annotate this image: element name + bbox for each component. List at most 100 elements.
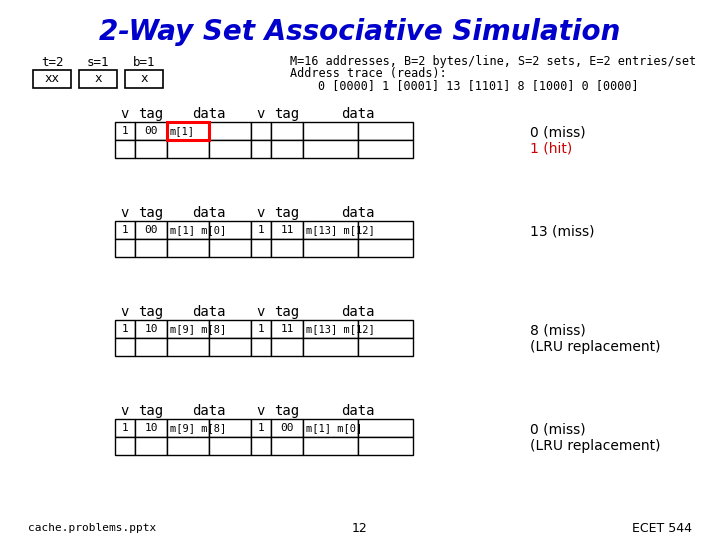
Bar (115, 140, 135, 158)
Text: 2-Way Set Associative Simulation: 2-Way Set Associative Simulation (99, 18, 621, 46)
Text: v: v (121, 206, 129, 220)
Bar (167, 338, 209, 356)
Text: 1: 1 (258, 423, 264, 433)
Text: s=1: s=1 (86, 57, 109, 70)
Bar (209, 122, 251, 140)
Text: v: v (257, 107, 265, 121)
Text: tag: tag (138, 107, 163, 121)
Text: 00: 00 (280, 423, 294, 433)
Bar (358, 122, 413, 140)
Bar (303, 320, 358, 338)
Bar (167, 437, 209, 455)
Text: 0 [0000] 1 [0001] 13 [1101] 8 [1000] 0 [0000]: 0 [0000] 1 [0001] 13 [1101] 8 [1000] 0 [… (318, 79, 639, 92)
Text: xx: xx (45, 72, 60, 85)
Bar (115, 221, 135, 239)
Text: b=1: b=1 (132, 57, 156, 70)
Text: x: x (140, 72, 148, 85)
Text: v: v (257, 305, 265, 319)
Bar (303, 419, 358, 437)
Text: data: data (192, 206, 226, 220)
Bar (135, 419, 167, 437)
Bar (135, 122, 167, 140)
Bar (358, 140, 413, 158)
Text: t=2: t=2 (41, 57, 63, 70)
Text: tag: tag (138, 404, 163, 418)
Bar (271, 320, 303, 338)
Text: 1: 1 (258, 225, 264, 235)
Text: x: x (94, 72, 102, 85)
Bar (135, 437, 167, 455)
Text: 12: 12 (352, 522, 368, 535)
Bar (358, 437, 413, 455)
Text: v: v (121, 305, 129, 319)
Bar (271, 419, 303, 437)
Bar (115, 437, 135, 455)
Bar (251, 140, 271, 158)
Text: tag: tag (274, 305, 300, 319)
Bar (115, 320, 135, 338)
Bar (251, 122, 271, 140)
Bar (271, 338, 303, 356)
Text: 00: 00 (144, 225, 158, 235)
Bar (271, 239, 303, 257)
Bar (135, 320, 167, 338)
Bar (251, 338, 271, 356)
Bar (135, 239, 167, 257)
Bar (271, 140, 303, 158)
Text: 00: 00 (144, 126, 158, 136)
Text: M=16 addresses, B=2 bytes/line, S=2 sets, E=2 entries/set: M=16 addresses, B=2 bytes/line, S=2 sets… (290, 56, 696, 69)
Bar (33, 70, 71, 88)
Text: 1 (hit): 1 (hit) (530, 142, 572, 156)
Text: tag: tag (274, 206, 300, 220)
Bar (167, 122, 209, 140)
Text: data: data (341, 107, 374, 121)
Bar (303, 122, 358, 140)
Text: m[13] m[12]: m[13] m[12] (306, 225, 374, 235)
Bar (115, 122, 135, 140)
Bar (209, 338, 251, 356)
Bar (358, 320, 413, 338)
Bar (209, 239, 251, 257)
Bar (167, 419, 209, 437)
Bar (358, 239, 413, 257)
Text: v: v (257, 206, 265, 220)
Bar (209, 437, 251, 455)
Bar (358, 221, 413, 239)
Text: m[1] m[0]: m[1] m[0] (170, 225, 226, 235)
Bar (209, 419, 251, 437)
Bar (303, 239, 358, 257)
Text: 0 (miss): 0 (miss) (530, 126, 585, 140)
Bar (167, 221, 209, 239)
Text: (LRU replacement): (LRU replacement) (530, 340, 660, 354)
Text: (LRU replacement): (LRU replacement) (530, 439, 660, 453)
Text: data: data (192, 404, 226, 418)
Text: v: v (257, 404, 265, 418)
Bar (251, 239, 271, 257)
Bar (358, 338, 413, 356)
Text: 1: 1 (122, 126, 128, 136)
Text: m[13] m[12]: m[13] m[12] (306, 324, 374, 334)
Bar (251, 320, 271, 338)
Text: data: data (192, 305, 226, 319)
Text: Address trace (reads):: Address trace (reads): (290, 68, 446, 80)
Bar (167, 122, 209, 140)
Bar (303, 221, 358, 239)
Text: data: data (341, 404, 374, 418)
Bar (167, 239, 209, 257)
Bar (135, 338, 167, 356)
Text: m[1] m[0]: m[1] m[0] (306, 423, 362, 433)
Bar (115, 419, 135, 437)
Bar (251, 437, 271, 455)
Text: 10: 10 (144, 324, 158, 334)
Bar (135, 221, 167, 239)
Text: 0 (miss): 0 (miss) (530, 423, 585, 437)
Bar (303, 338, 358, 356)
Bar (251, 419, 271, 437)
Text: data: data (341, 206, 374, 220)
Bar (303, 140, 358, 158)
Text: 11: 11 (280, 225, 294, 235)
Bar (209, 320, 251, 338)
Text: ECET 544: ECET 544 (632, 522, 692, 535)
Bar (115, 239, 135, 257)
Text: tag: tag (274, 404, 300, 418)
